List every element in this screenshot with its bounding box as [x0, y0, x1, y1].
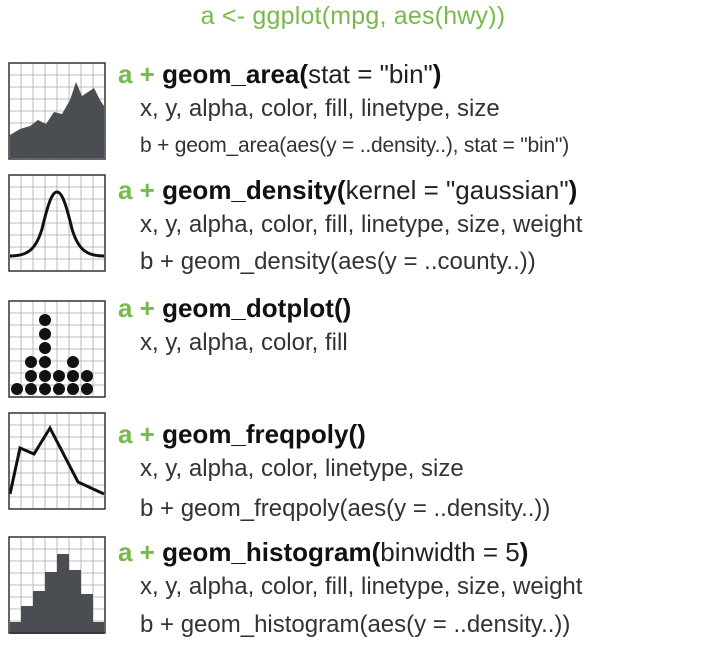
aesthetics-list: x, y, alpha, color, fill	[140, 329, 348, 356]
function-name: geom_density(	[162, 175, 346, 205]
grid	[9, 301, 105, 397]
grid	[9, 413, 105, 509]
histogram-icon	[8, 536, 106, 634]
area-shape	[10, 82, 104, 158]
function-close: )	[519, 537, 529, 567]
freqpoly-svg	[8, 412, 106, 510]
function-heading: a + geom_histogram(binwidth = 5)	[118, 536, 706, 568]
function-arg: kernel = "gaussian"	[345, 175, 569, 205]
histogram-svg	[8, 536, 106, 634]
freqpoly-line	[8, 424, 105, 496]
plot-prefix: a +	[118, 59, 163, 89]
function-close: )	[568, 175, 578, 205]
area-plot-svg	[8, 62, 106, 160]
density-plot-svg	[8, 174, 106, 272]
function-close: )	[342, 293, 352, 323]
function-heading: a + geom_freqpoly()	[118, 418, 706, 450]
area-plot-icon	[8, 62, 106, 160]
function-name: geom_dotplot(	[162, 293, 343, 323]
histogram-bars	[10, 554, 104, 634]
example-code: b + geom_freqpoly(aes(y = ..density..))	[140, 495, 551, 522]
entry-text: a + geom_area(stat = "bin") x, y, alpha,…	[118, 58, 706, 164]
entry-text: a + geom_density(kernel = "gaussian") x,…	[118, 174, 706, 280]
entry-text: a + geom_dotplot() x, y, alpha, color, f…	[118, 292, 706, 362]
function-close: )	[432, 59, 442, 89]
function-arg: binwidth = 5	[380, 537, 520, 567]
example-code: b + geom_density(aes(y = ..county..))	[140, 248, 536, 275]
example-code: b + geom_histogram(aes(y = ..density..))	[140, 611, 571, 638]
density-plot-icon	[8, 174, 106, 272]
dotplot-svg	[8, 300, 106, 398]
aesthetics-list: x, y, alpha, color, fill, linetype, size	[140, 95, 500, 122]
function-close: )	[357, 419, 366, 449]
aesthetics-list: x, y, alpha, color, linetype, size	[140, 455, 464, 482]
density-curve	[9, 190, 105, 258]
function-name: geom_area(	[162, 59, 309, 89]
plot-prefix: a +	[118, 537, 163, 567]
dotplot-icon	[8, 300, 106, 398]
page-title: a <- ggplot(mpg, aes(hwy))	[200, 2, 506, 30]
entry-text: a + geom_freqpoly() x, y, alpha, color, …	[118, 418, 706, 530]
function-heading: a + geom_dotplot()	[118, 292, 706, 324]
plot-prefix: a +	[118, 293, 163, 323]
aesthetics-list: x, y, alpha, color, fill, linetype, size…	[140, 573, 583, 600]
function-name: geom_histogram(	[162, 537, 381, 567]
plot-prefix: a +	[118, 175, 163, 205]
function-heading: a + geom_density(kernel = "gaussian")	[118, 174, 706, 206]
freqpoly-icon	[8, 412, 106, 510]
function-arg: stat = "bin"	[308, 59, 433, 89]
entry-text: a + geom_histogram(binwidth = 5) x, y, a…	[118, 536, 706, 644]
function-name: geom_freqpoly(	[162, 419, 358, 449]
aesthetics-list: x, y, alpha, color, fill, linetype, size…	[140, 211, 583, 238]
grid	[9, 175, 105, 271]
function-heading: a + geom_area(stat = "bin")	[118, 58, 706, 90]
plot-prefix: a +	[118, 419, 163, 449]
example-code: b + geom_area(aes(y = ..density..), stat…	[140, 134, 570, 157]
dots	[11, 314, 93, 395]
